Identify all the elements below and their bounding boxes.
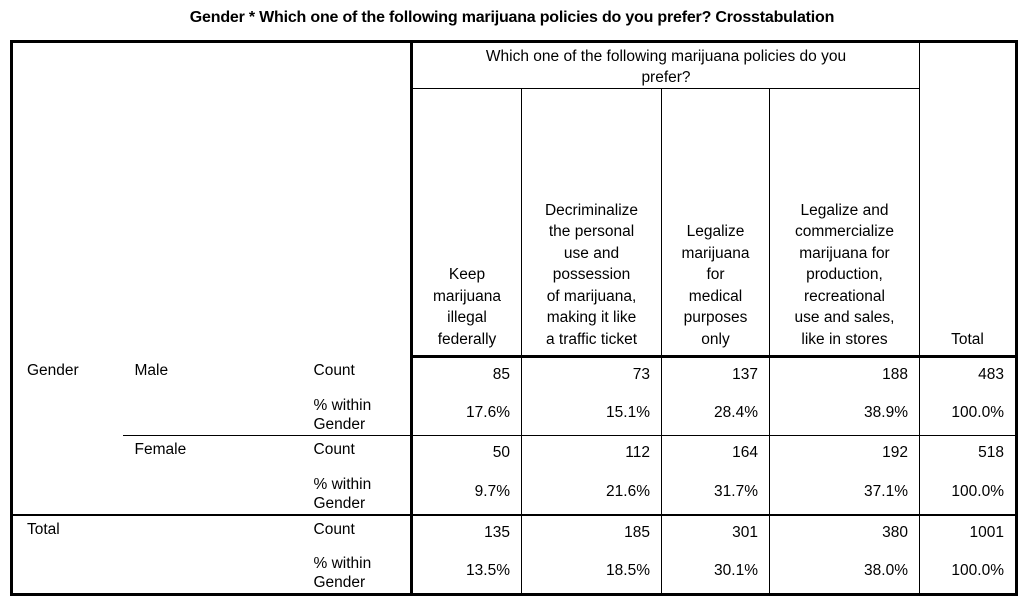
value-cell: 37.1% (769, 470, 920, 515)
value-cell: 100.0% (919, 470, 1017, 515)
row-header-gender: Gender (27, 361, 79, 379)
value-cell: 18.5% (521, 549, 662, 594)
col-header-legalize-commercialize: Legalize and commercialize marijuana for… (769, 88, 920, 358)
col-header-total: Total (919, 41, 1017, 358)
value-cell: 85 (492, 365, 510, 383)
value-cell: 9.7% (474, 483, 510, 500)
value-cell: 483 (919, 356, 1017, 392)
value-cell: 518 (919, 435, 1017, 471)
row-header-total: Total (11, 513, 306, 594)
value-cell: 31.7% (661, 470, 770, 515)
value-cell: 38.9% (769, 391, 920, 436)
value-cell: 13.5% (466, 562, 510, 579)
value-cell: 100.0% (919, 391, 1017, 436)
crosstab-table: Which one of the following marijuana pol… (10, 40, 1018, 596)
policies-spanning-header: Which one of the following marijuana pol… (411, 41, 920, 89)
value-cell: 100.0% (919, 549, 1017, 594)
value-cell: 112 (521, 435, 662, 471)
value-cell: 137 (661, 356, 770, 392)
value-cell: 38.0% (769, 549, 920, 594)
col-header-keep-illegal: Keep marijuana illegal federally (411, 88, 522, 358)
value-cell: 301 (661, 513, 770, 550)
value-cell: 30.1% (661, 549, 770, 594)
stat-label-pct: % within Gender (305, 470, 413, 515)
value-cell: 164 (661, 435, 770, 471)
value-cell: 21.6% (521, 470, 662, 515)
value-cell: 73 (521, 356, 662, 392)
value-cell: 192 (769, 435, 920, 471)
value-cell: 135 (411, 513, 522, 550)
stat-label-count: Count (305, 356, 413, 392)
crosstab-title: Gender * Which one of the following mari… (189, 9, 835, 26)
value-cell: 17.6% (466, 404, 510, 422)
stub-corner-cell (11, 41, 413, 357)
value-cell: 380 (769, 513, 920, 550)
row-header-female: Female (122, 435, 306, 515)
value-cell: 188 (769, 356, 920, 392)
row-header-male: Male (134, 361, 169, 379)
stat-label-pct: % within Gender (305, 391, 413, 436)
value-cell: 1001 (919, 513, 1017, 550)
value-cell: 28.4% (661, 391, 770, 436)
value-cell: 185 (521, 513, 662, 550)
stat-label-count: Count (305, 513, 413, 550)
col-header-decriminalize: Decriminalize the personal use and posse… (521, 88, 662, 358)
col-header-medical-only: Legalize marijuana for medical purposes … (661, 88, 770, 358)
stat-label-count: Count (305, 435, 413, 471)
value-cell: 50 (411, 435, 522, 471)
stat-label-pct: % within Gender (305, 549, 413, 594)
value-cell: 15.1% (521, 391, 662, 436)
